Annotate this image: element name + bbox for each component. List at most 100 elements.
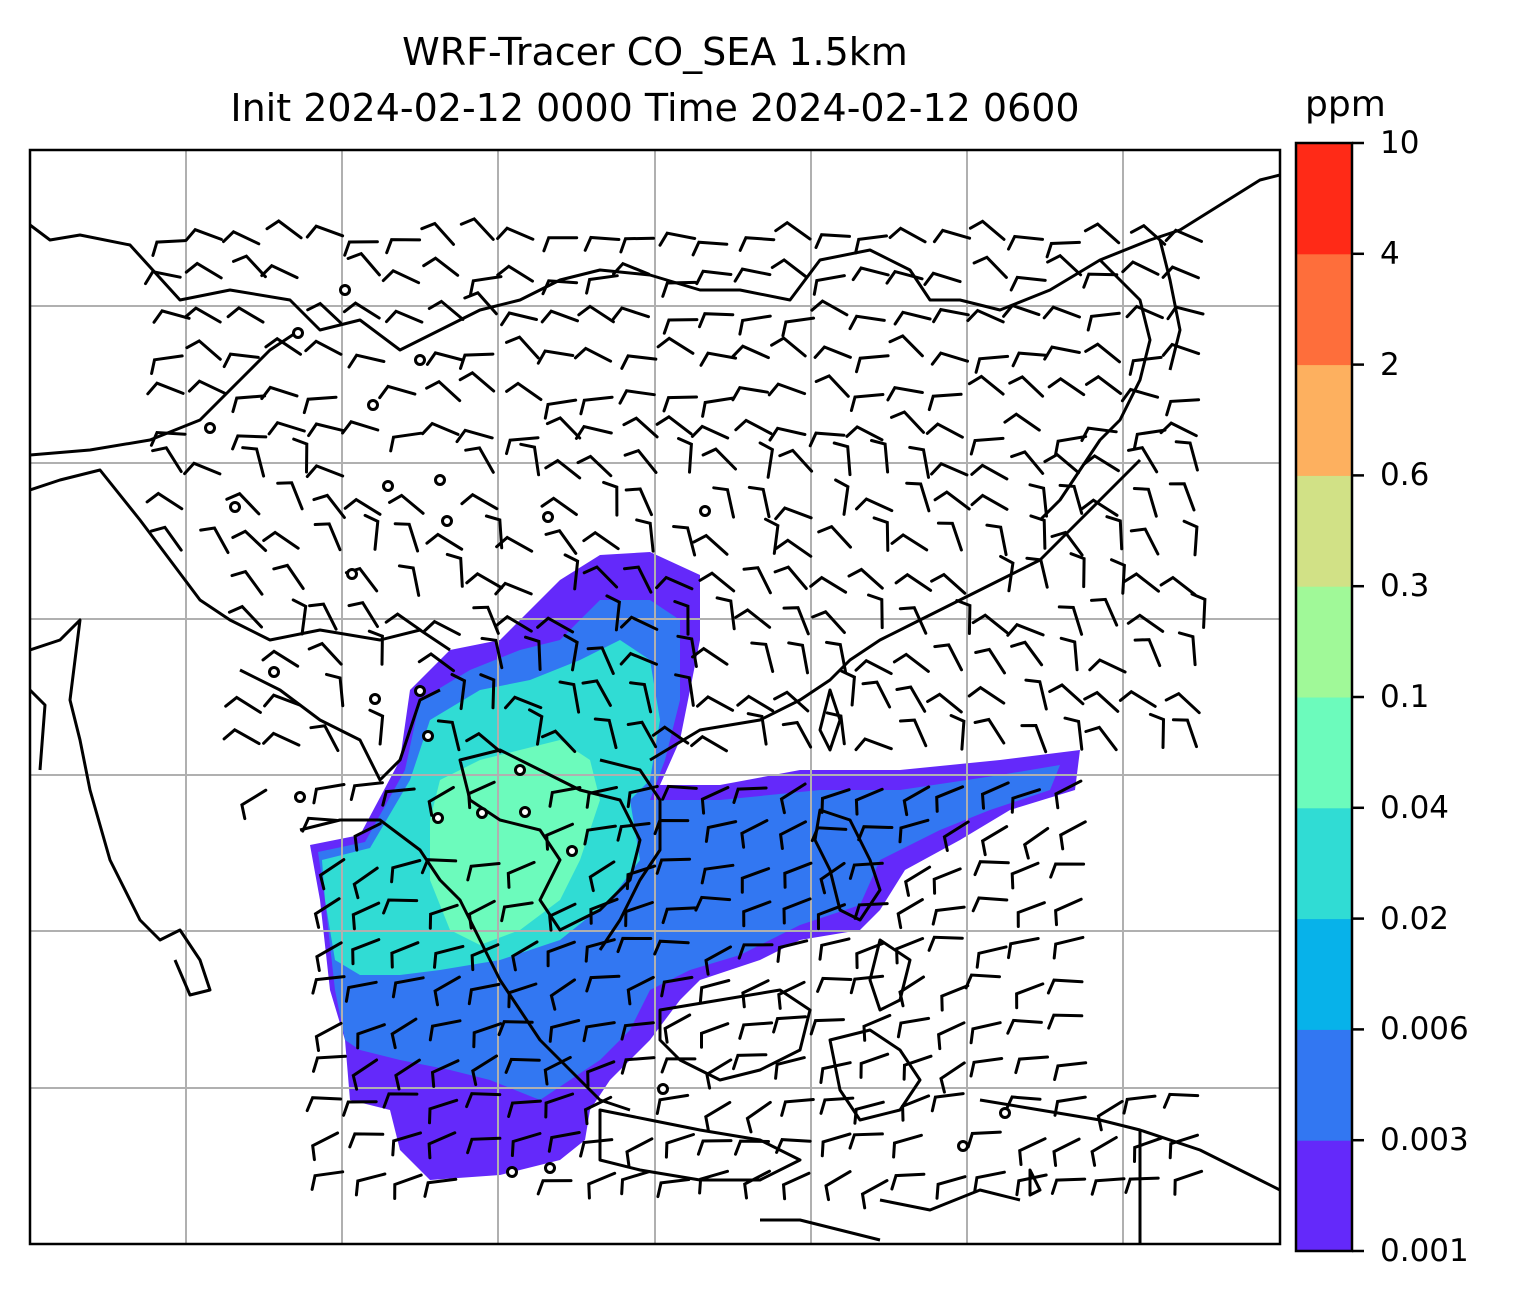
wind-barb bbox=[308, 602, 338, 631]
wind-barb bbox=[1182, 519, 1199, 557]
wind-barb bbox=[653, 939, 690, 956]
colorbar-frame bbox=[1294, 141, 1354, 1253]
wind-barb bbox=[695, 269, 733, 286]
wind-barb bbox=[579, 1138, 614, 1158]
colorbar-tick-label: 0.04 bbox=[1380, 789, 1450, 826]
wind-barb bbox=[1085, 374, 1123, 395]
map-title-line2: Init 2024-02-12 0000 Time 2024-02-12 060… bbox=[230, 86, 1080, 130]
wind-barb bbox=[967, 374, 1005, 396]
colorbar-tick-label: 0.001 bbox=[1380, 1233, 1469, 1269]
wind-barb bbox=[145, 491, 184, 511]
wind-barb bbox=[1159, 575, 1197, 597]
wind-barb bbox=[663, 1013, 692, 1044]
wind-barb bbox=[574, 424, 613, 440]
calm-circle bbox=[657, 1083, 669, 1095]
wind-barb bbox=[620, 354, 658, 370]
wind-barb bbox=[813, 345, 852, 359]
wind-barb bbox=[1083, 690, 1120, 713]
wind-barb bbox=[1083, 222, 1121, 245]
wind-barb bbox=[867, 593, 884, 630]
wind-barb bbox=[949, 714, 966, 751]
wind-barb bbox=[494, 614, 533, 633]
wind-barb bbox=[1014, 1055, 1049, 1075]
wind-barb bbox=[1015, 982, 1045, 1010]
wind-barb bbox=[381, 268, 421, 285]
wind-barb bbox=[346, 251, 381, 277]
wind-barb bbox=[824, 1170, 852, 1202]
wind-barb bbox=[262, 731, 301, 747]
wind-barb bbox=[898, 975, 925, 1008]
wind-barb bbox=[585, 974, 621, 993]
wind-barb bbox=[930, 462, 969, 477]
wind-barb bbox=[902, 785, 931, 817]
calm-circle bbox=[204, 422, 216, 434]
wind-barb bbox=[758, 441, 775, 479]
wind-barb bbox=[427, 785, 455, 817]
wind-barb bbox=[427, 1131, 457, 1160]
wind-barb bbox=[511, 940, 539, 972]
wind-barb bbox=[893, 310, 932, 326]
wind-barb bbox=[507, 1099, 542, 1118]
wind-barb bbox=[696, 695, 735, 712]
wind-barb bbox=[260, 385, 299, 401]
wind-barb bbox=[655, 857, 692, 875]
wind-barb bbox=[691, 646, 729, 666]
wind-barb bbox=[974, 354, 1010, 374]
wind-barb bbox=[349, 781, 384, 801]
wind-barb bbox=[445, 552, 464, 588]
wind-barb bbox=[506, 860, 536, 889]
wind-barb bbox=[307, 641, 343, 666]
wind-barb bbox=[1010, 450, 1045, 475]
wind-barb bbox=[859, 1052, 890, 1079]
wind-barb bbox=[227, 604, 263, 629]
wind-barb bbox=[901, 1094, 931, 1122]
wind-barb bbox=[232, 254, 267, 279]
wind-barb bbox=[612, 261, 651, 276]
wind-barb bbox=[734, 1139, 770, 1156]
gridlines bbox=[30, 150, 1280, 1244]
colorbar-segment bbox=[1296, 1140, 1352, 1252]
wind-barb bbox=[391, 976, 425, 999]
wind-barb bbox=[701, 396, 735, 418]
wind-barb bbox=[774, 220, 812, 241]
wind-barb bbox=[420, 858, 458, 875]
wind-barb bbox=[1132, 487, 1158, 518]
wind-barb bbox=[819, 1096, 855, 1115]
colorbar bbox=[1296, 141, 1364, 1253]
wind-barb bbox=[781, 316, 816, 338]
calm-circle bbox=[544, 1162, 556, 1174]
wind-barb bbox=[927, 935, 964, 952]
wind-barb bbox=[1006, 1018, 1043, 1035]
wind-barb bbox=[1086, 311, 1121, 332]
calm-circle bbox=[506, 1166, 518, 1178]
wind-barb bbox=[1010, 861, 1040, 890]
wind-barb bbox=[1069, 552, 1086, 589]
wind-barb bbox=[655, 1093, 690, 1115]
wind-barb bbox=[480, 636, 504, 670]
wind-barb bbox=[973, 860, 1010, 877]
wind-barb bbox=[465, 571, 504, 590]
wind-barb bbox=[344, 980, 378, 1003]
wind-barb bbox=[586, 646, 615, 675]
wind-barb bbox=[931, 905, 966, 926]
wind-barb bbox=[848, 861, 884, 880]
map-frame bbox=[28, 148, 1282, 1246]
wind-barb bbox=[305, 464, 345, 478]
wind-barb bbox=[854, 658, 893, 676]
wind-barb bbox=[305, 1096, 343, 1113]
wind-barb bbox=[619, 236, 655, 254]
wind-barb bbox=[1171, 718, 1198, 749]
wind-barb bbox=[184, 261, 223, 280]
wind-barb bbox=[347, 353, 386, 369]
calm-circle bbox=[382, 480, 394, 492]
wind-barb bbox=[812, 274, 846, 296]
wind-barb bbox=[740, 819, 769, 849]
wind-barb bbox=[151, 446, 183, 473]
wind-barb bbox=[433, 944, 465, 969]
wind-barb bbox=[971, 613, 1009, 635]
wind-barb bbox=[694, 895, 732, 912]
wind-barb bbox=[1007, 234, 1044, 251]
wind-barb bbox=[543, 1055, 572, 1086]
wind-barb bbox=[1047, 1013, 1084, 1030]
wind-barb bbox=[782, 897, 812, 925]
